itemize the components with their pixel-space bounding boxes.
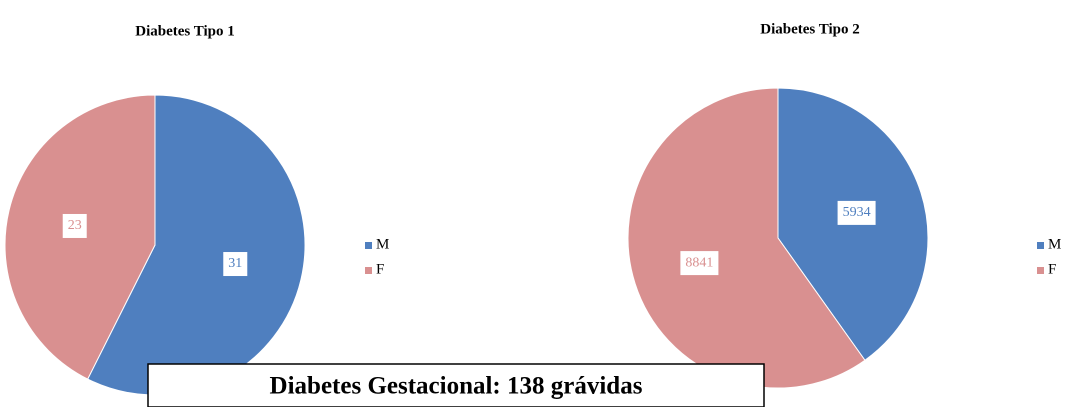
data-label-box — [837, 200, 876, 225]
legend-swatch — [365, 242, 372, 249]
pie-slice — [627, 87, 866, 389]
data-label: 31 — [228, 256, 242, 271]
data-label: 5934 — [843, 205, 871, 220]
data-label-box — [680, 251, 719, 276]
data-label-box — [62, 213, 87, 238]
legend-label: M — [376, 236, 389, 252]
legend-swatch — [365, 267, 372, 274]
data-label: 23 — [68, 218, 82, 233]
legend-label: F — [376, 261, 384, 277]
legend-swatch — [1037, 267, 1044, 274]
caption-box — [147, 363, 765, 407]
legend-label: F — [1048, 261, 1056, 277]
chart-title: Diabetes Tipo 2 — [760, 21, 859, 37]
data-label: 8841 — [685, 255, 713, 270]
chart-title: Diabetes Tipo 1 — [135, 23, 234, 39]
legend-swatch — [1037, 242, 1044, 249]
caption: Diabetes Gestacional: 138 grávidas — [270, 373, 643, 400]
data-label-box — [223, 252, 248, 277]
legend-label: M — [1048, 236, 1061, 252]
